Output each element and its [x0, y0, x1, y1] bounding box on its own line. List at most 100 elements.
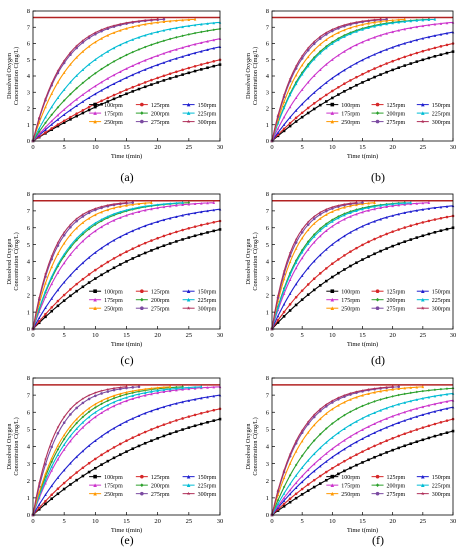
y-tick-label: 3: [27, 461, 30, 468]
x-axis-label: Time t(min): [347, 341, 378, 348]
series-line: [32, 200, 152, 330]
data-point: [427, 232, 431, 236]
data-point: [156, 407, 159, 411]
panel-caption: (f): [372, 533, 384, 547]
data-point: [294, 492, 298, 496]
data-point: [112, 218, 116, 222]
data-point: [282, 302, 286, 306]
data-point: [306, 474, 310, 478]
data-point: [318, 43, 322, 46]
data-point: [81, 401, 85, 405]
data-point: [168, 72, 172, 76]
x-tick-label: 5: [301, 518, 304, 525]
data-point: [181, 201, 184, 204]
data-point: [37, 506, 41, 510]
x-tick-label: 25: [420, 144, 427, 151]
data-point: [106, 215, 110, 218]
data-point: [288, 251, 292, 255]
data-point: [187, 236, 191, 239]
data-point: [325, 33, 328, 36]
data-point: [300, 236, 304, 240]
legend-entry-100rpm: 100rpm: [89, 289, 123, 295]
data-point: [337, 258, 340, 261]
data-point: [162, 423, 166, 426]
data-point: [276, 506, 280, 509]
data-point: [94, 268, 97, 272]
data-point: [125, 232, 128, 235]
data-point: [306, 293, 310, 296]
data-point: [94, 406, 97, 409]
data-point: [349, 423, 352, 427]
data-point: [391, 436, 394, 440]
x-tick-label: 30: [450, 144, 457, 151]
data-point: [100, 434, 103, 438]
data-point: [81, 261, 85, 265]
x-tick-label: 10: [92, 332, 99, 339]
data-point: [288, 492, 292, 496]
data-point: [355, 30, 358, 33]
data-point: [349, 398, 352, 401]
data-point: [318, 51, 322, 55]
data-point: [306, 283, 310, 286]
data-point: [288, 500, 292, 504]
data-point: [112, 396, 116, 400]
y-axis-label: Dissolved OxygenConcentration C(mg/L): [245, 232, 259, 290]
data-point: [56, 123, 60, 126]
data-point: [112, 456, 116, 460]
y-tick-label: 1: [27, 495, 30, 502]
data-point: [162, 202, 166, 206]
data-point: [206, 209, 209, 213]
data-point: [325, 222, 328, 226]
data-point: [403, 386, 407, 390]
data-point: [181, 68, 184, 72]
data-point: [69, 294, 72, 298]
data-point: [56, 80, 60, 84]
data-point: [318, 68, 322, 71]
data-point: [331, 399, 334, 402]
data-point: [137, 388, 141, 392]
data-point: [312, 415, 316, 419]
legend-swatch-marker: [330, 119, 335, 124]
legend-entry-200rpm: 200rpm: [371, 111, 406, 117]
x-tick-label: 20: [154, 518, 161, 525]
data-point: [361, 23, 364, 26]
data-point: [391, 404, 394, 408]
data-point: [343, 447, 346, 451]
data-point: [325, 213, 328, 216]
data-point: [355, 24, 358, 28]
data-point: [150, 207, 153, 211]
data-point: [433, 34, 437, 37]
data-point: [131, 386, 135, 389]
data-point: [50, 127, 53, 130]
data-point: [379, 217, 382, 221]
data-point: [312, 485, 316, 489]
data-point: [276, 113, 280, 117]
data-point: [106, 269, 110, 273]
data-point: [118, 79, 122, 82]
data-point: [415, 398, 419, 401]
legend-swatch-marker: [330, 483, 335, 487]
y-tick-label: 3: [27, 276, 30, 283]
data-point: [62, 415, 66, 419]
legend-label: 275rpm: [151, 306, 170, 312]
legend-label: 175rpm: [341, 298, 360, 304]
data-point: [125, 439, 128, 443]
data-point: [56, 457, 60, 461]
data-point: [100, 246, 103, 250]
data-point: [156, 21, 159, 24]
data-point: [349, 46, 352, 50]
x-tick-label: 0: [31, 144, 34, 151]
data-point: [288, 121, 292, 125]
data-point: [355, 61, 358, 65]
data-point: [349, 444, 352, 447]
legend-swatch-marker: [93, 111, 97, 115]
data-point: [367, 22, 370, 25]
legend-entry-150rpm: 150rpm: [416, 102, 451, 109]
data-point: [409, 442, 413, 446]
data-point: [312, 215, 316, 218]
data-point: [75, 86, 78, 90]
legend-entry-200rpm: 200rpm: [135, 111, 170, 117]
legend-entry-300rpm: 300rpm: [416, 119, 451, 126]
data-point: [112, 82, 116, 85]
